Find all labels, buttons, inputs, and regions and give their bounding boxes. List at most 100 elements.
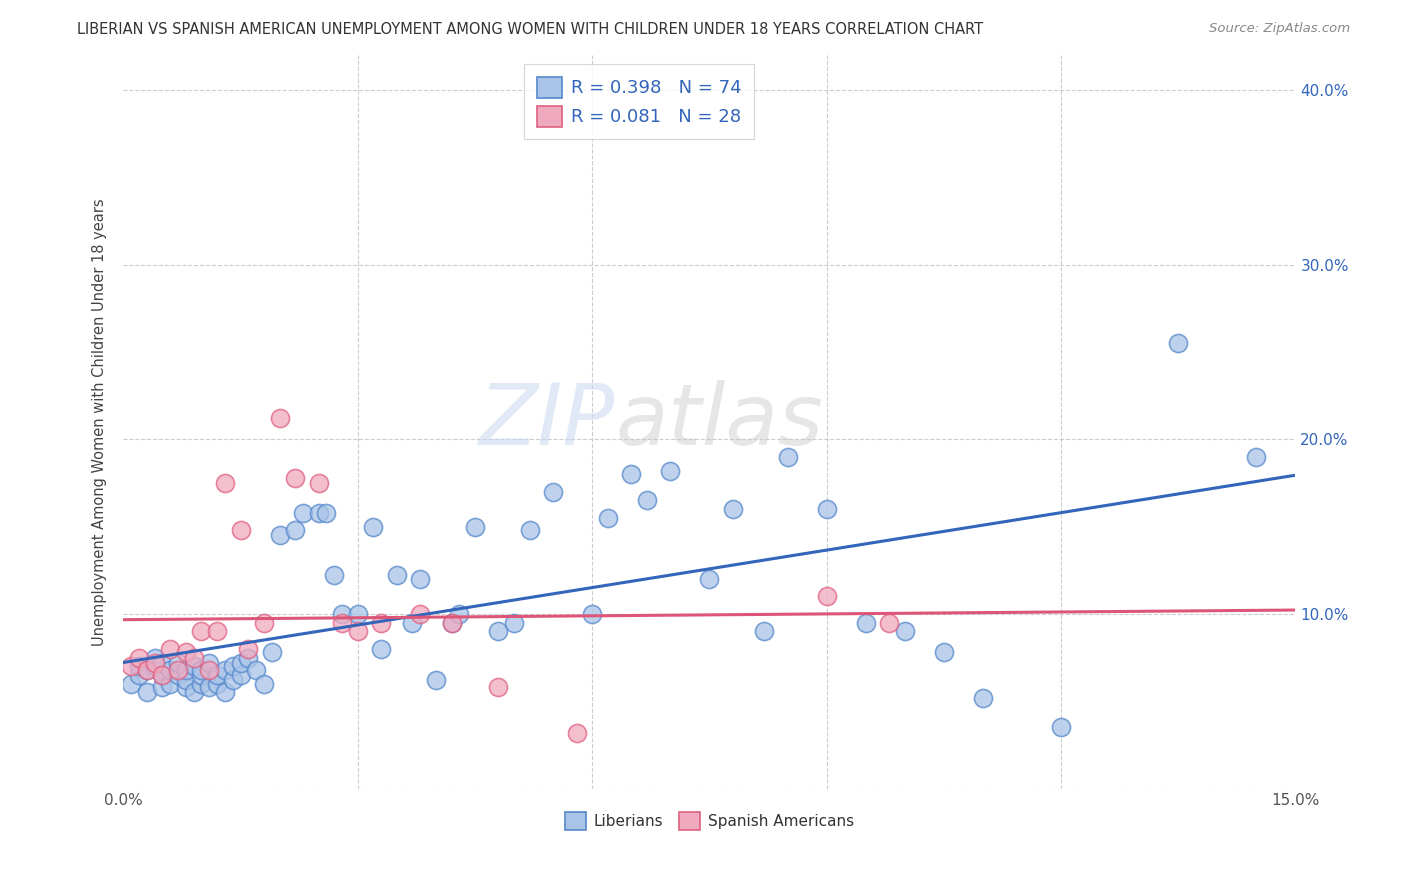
Point [972,690,994,705]
Point [323,568,346,582]
Point [167,668,190,682]
Point [330,615,353,630]
Y-axis label: Unemployment Among Women with Children Under 18 years: Unemployment Among Women with Children U… [93,198,107,646]
Point [1246,450,1268,464]
Point [346,607,368,621]
Point [370,641,392,656]
Point [815,502,838,516]
Point [183,685,205,699]
Point [284,471,307,485]
Point [120,659,142,673]
Point [214,685,236,699]
Point [596,511,619,525]
Point [409,607,432,621]
Point [1167,336,1189,351]
Point [229,668,252,682]
Point [464,519,486,533]
Point [174,645,197,659]
Legend: Liberians, Spanish Americans: Liberians, Spanish Americans [558,806,860,836]
Point [440,615,463,630]
Point [932,645,955,659]
Point [190,624,212,639]
Point [198,680,221,694]
Point [135,685,157,699]
Point [143,650,166,665]
Point [401,615,423,630]
Point [292,506,315,520]
Point [565,725,588,739]
Point [699,572,721,586]
Point [893,624,915,639]
Point [143,659,166,673]
Point [659,464,682,478]
Point [183,659,205,673]
Point [205,668,228,682]
Point [174,663,197,677]
Point [150,668,173,682]
Point [229,656,252,670]
Point [440,615,463,630]
Point [174,680,197,694]
Point [486,624,509,639]
Point [636,493,658,508]
Point [159,641,181,656]
Point [269,411,291,425]
Point [128,659,150,673]
Point [128,668,150,682]
Point [620,467,643,482]
Point [581,607,603,621]
Point [721,502,744,516]
Point [222,659,245,673]
Point [214,475,236,490]
Point [815,590,838,604]
Point [776,450,799,464]
Point [198,656,221,670]
Point [315,506,337,520]
Point [284,523,307,537]
Point [253,615,276,630]
Point [128,650,150,665]
Point [190,677,212,691]
Text: ZIP: ZIP [479,380,616,463]
Point [238,650,260,665]
Point [143,656,166,670]
Point [409,572,432,586]
Point [190,663,212,677]
Point [253,677,276,691]
Point [205,677,228,691]
Point [222,673,245,688]
Point [150,656,173,670]
Point [135,663,157,677]
Point [425,673,447,688]
Point [120,677,142,691]
Point [855,615,877,630]
Point [135,663,157,677]
Point [190,668,212,682]
Point [269,528,291,542]
Point [174,673,197,688]
Point [370,615,392,630]
Point [308,506,330,520]
Point [346,624,368,639]
Point [449,607,471,621]
Point [159,677,181,691]
Point [330,607,353,621]
Point [363,519,385,533]
Point [183,650,205,665]
Point [308,475,330,490]
Point [519,523,541,537]
Text: atlas: atlas [616,380,824,463]
Point [205,624,228,639]
Point [150,680,173,694]
Point [150,668,173,682]
Point [877,615,900,630]
Point [167,656,190,670]
Text: LIBERIAN VS SPANISH AMERICAN UNEMPLOYMENT AMONG WOMEN WITH CHILDREN UNDER 18 YEA: LIBERIAN VS SPANISH AMERICAN UNEMPLOYMEN… [77,22,983,37]
Point [229,523,252,537]
Point [238,641,260,656]
Point [1050,720,1073,734]
Point [385,568,408,582]
Text: Source: ZipAtlas.com: Source: ZipAtlas.com [1209,22,1350,36]
Point [752,624,775,639]
Point [214,663,236,677]
